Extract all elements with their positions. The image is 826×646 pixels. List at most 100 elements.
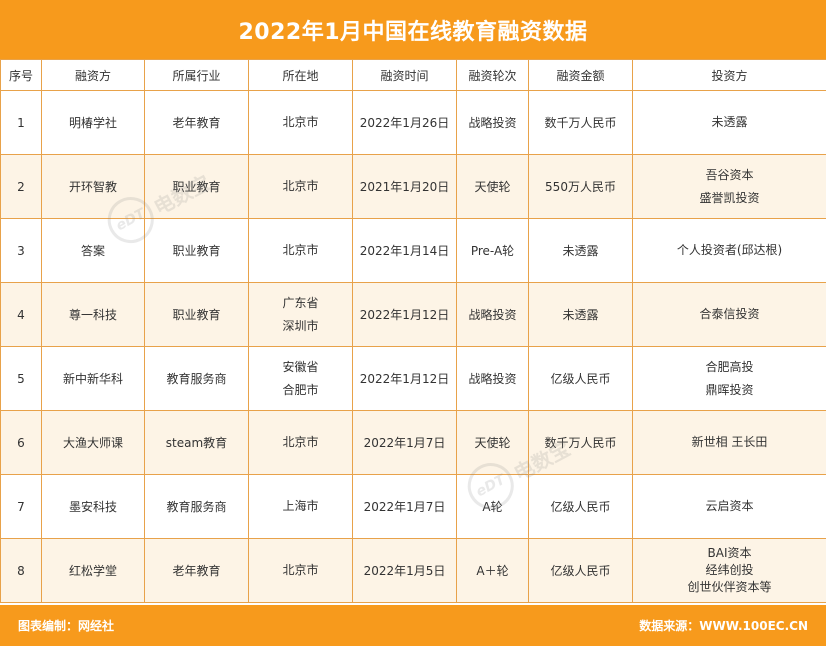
cell-company: 答案 (41, 218, 145, 283)
cell-round: Pre-A轮 (456, 218, 529, 283)
footer-bar: 图表编制：网经社 数据来源：WWW.100EC.CN (0, 605, 826, 646)
cell-investors: 个人投资者(邱达根) (632, 218, 826, 283)
cell-industry: 老年教育 (144, 538, 249, 603)
footer-source: 数据来源：WWW.100EC.CN (639, 619, 808, 633)
investor-line: 未透露 (711, 115, 748, 129)
cell-company: 红松学堂 (41, 538, 145, 603)
cell-investors: 未透露 (632, 90, 826, 155)
table-row: 3 答案 职业教育 北京市 2022年1月14日 Pre-A轮 未透露 个人投资… (0, 218, 826, 283)
table-row: 6 大渔大师课 steam教育 北京市 2022年1月7日 天使轮 数千万人民币… (0, 410, 826, 475)
cell-amount: 550万人民币 (528, 154, 633, 219)
cell-company: 明椿学社 (41, 90, 145, 155)
cell-date: 2022年1月7日 (352, 410, 457, 475)
cell-industry: 职业教育 (144, 154, 249, 219)
cell-industry: 老年教育 (144, 90, 249, 155)
header-cell: 融资方 (41, 59, 145, 91)
cell-round: 战略投资 (456, 282, 529, 347)
footer-credit: 图表编制：网经社 (18, 619, 115, 633)
cell-investors: 合肥高投 鼎晖投资 (632, 346, 826, 411)
cell-investors: 新世相 王长田 (632, 410, 826, 475)
investor-line: 创世伙伴资本等 (687, 580, 772, 594)
investor-line: 鼎晖投资 (705, 382, 754, 397)
header-cell: 投资方 (632, 59, 826, 91)
cell-company: 开环智教 (41, 154, 145, 219)
cell-round: 战略投资 (456, 90, 529, 155)
title-bar: 2022年1月中国在线教育融资数据 (0, 0, 826, 59)
investor-line: 合肥高投 (705, 359, 754, 374)
cell-investors: 吾谷资本 盛誉凯投资 (632, 154, 826, 219)
cell-no: 1 (0, 90, 42, 155)
table-row: 1 明椿学社 老年教育 北京市 2022年1月26日 战略投资 数千万人民币 未… (0, 90, 826, 155)
table-row: 4 尊一科技 职业教育 广东省 深圳市 2022年1月12日 战略投资 未透露 … (0, 282, 826, 347)
cell-company: 大渔大师课 (41, 410, 145, 475)
cell-investors: 云启资本 (632, 474, 826, 539)
cell-industry: 教育服务商 (144, 474, 249, 539)
header-cell: 融资时间 (352, 59, 457, 91)
table-row: 8 红松学堂 老年教育 北京市 2022年1月5日 A＋轮 亿级人民币 BAI资… (0, 538, 826, 603)
header-cell: 所在地 (248, 59, 353, 91)
location-line: 北京市 (282, 563, 319, 577)
location-line: 安徽省 (282, 359, 319, 374)
investor-line: 个人投资者(邱达根) (676, 243, 783, 257)
cell-no: 6 (0, 410, 42, 475)
cell-date: 2022年1月14日 (352, 218, 457, 283)
cell-no: 2 (0, 154, 42, 219)
cell-company: 墨安科技 (41, 474, 145, 539)
location-line: 深圳市 (282, 318, 319, 333)
page-title: 2022年1月中国在线教育融资数据 (238, 19, 588, 45)
cell-location: 北京市 (248, 218, 353, 283)
cell-location: 北京市 (248, 154, 353, 219)
cell-location: 北京市 (248, 90, 353, 155)
cell-amount: 未透露 (528, 282, 633, 347)
cell-no: 4 (0, 282, 42, 347)
cell-date: 2022年1月5日 (352, 538, 457, 603)
cell-company: 尊一科技 (41, 282, 145, 347)
cell-date: 2022年1月12日 (352, 346, 457, 411)
cell-location: 北京市 (248, 538, 353, 603)
investor-line: 云启资本 (705, 499, 754, 513)
table-row: 2 开环智教 职业教育 北京市 2021年1月20日 天使轮 550万人民币 吾… (0, 154, 826, 219)
investor-line: BAI资本 (707, 546, 752, 560)
cell-date: 2022年1月26日 (352, 90, 457, 155)
header-row: 序号 融资方 所属行业 所在地 融资时间 融资轮次 融资金额 投资方 (0, 59, 826, 91)
cell-industry: 职业教育 (144, 218, 249, 283)
cell-amount: 数千万人民币 (528, 410, 633, 475)
cell-industry: 职业教育 (144, 282, 249, 347)
investor-line: 经纬创投 (705, 563, 754, 577)
cell-round: A轮 (456, 474, 529, 539)
investor-line: 新世相 王长田 (691, 435, 768, 449)
cell-location: 北京市 (248, 410, 353, 475)
header-cell: 融资金额 (528, 59, 633, 91)
location-line: 广东省 (282, 295, 319, 310)
cell-company: 新中新华科 (41, 346, 145, 411)
cell-amount: 亿级人民币 (528, 538, 633, 603)
cell-investors: 合泰信投资 (632, 282, 826, 347)
cell-no: 5 (0, 346, 42, 411)
cell-amount: 亿级人民币 (528, 474, 633, 539)
cell-location: 上海市 (248, 474, 353, 539)
cell-industry: 教育服务商 (144, 346, 249, 411)
cell-round: 战略投资 (456, 346, 529, 411)
cell-date: 2021年1月20日 (352, 154, 457, 219)
investor-line: 吾谷资本 (705, 167, 754, 182)
investor-line: 盛誉凯投资 (699, 190, 760, 205)
cell-date: 2022年1月7日 (352, 474, 457, 539)
investor-line: 合泰信投资 (699, 307, 760, 321)
cell-no: 3 (0, 218, 42, 283)
financing-table: 序号 融资方 所属行业 所在地 融资时间 融资轮次 融资金额 投资方 1 明椿学… (0, 59, 826, 603)
cell-location: 广东省 深圳市 (248, 282, 353, 347)
cell-industry: steam教育 (144, 410, 249, 475)
cell-round: 天使轮 (456, 410, 529, 475)
cell-no: 7 (0, 474, 42, 539)
table-row: 7 墨安科技 教育服务商 上海市 2022年1月7日 A轮 亿级人民币 云启资本 (0, 474, 826, 539)
header-cell: 所属行业 (144, 59, 249, 91)
header-cell: 融资轮次 (456, 59, 529, 91)
header-cell: 序号 (0, 59, 42, 91)
cell-date: 2022年1月12日 (352, 282, 457, 347)
location-line: 上海市 (282, 499, 319, 513)
cell-round: 天使轮 (456, 154, 529, 219)
cell-amount: 数千万人民币 (528, 90, 633, 155)
cell-amount: 亿级人民币 (528, 346, 633, 411)
cell-round: A＋轮 (456, 538, 529, 603)
